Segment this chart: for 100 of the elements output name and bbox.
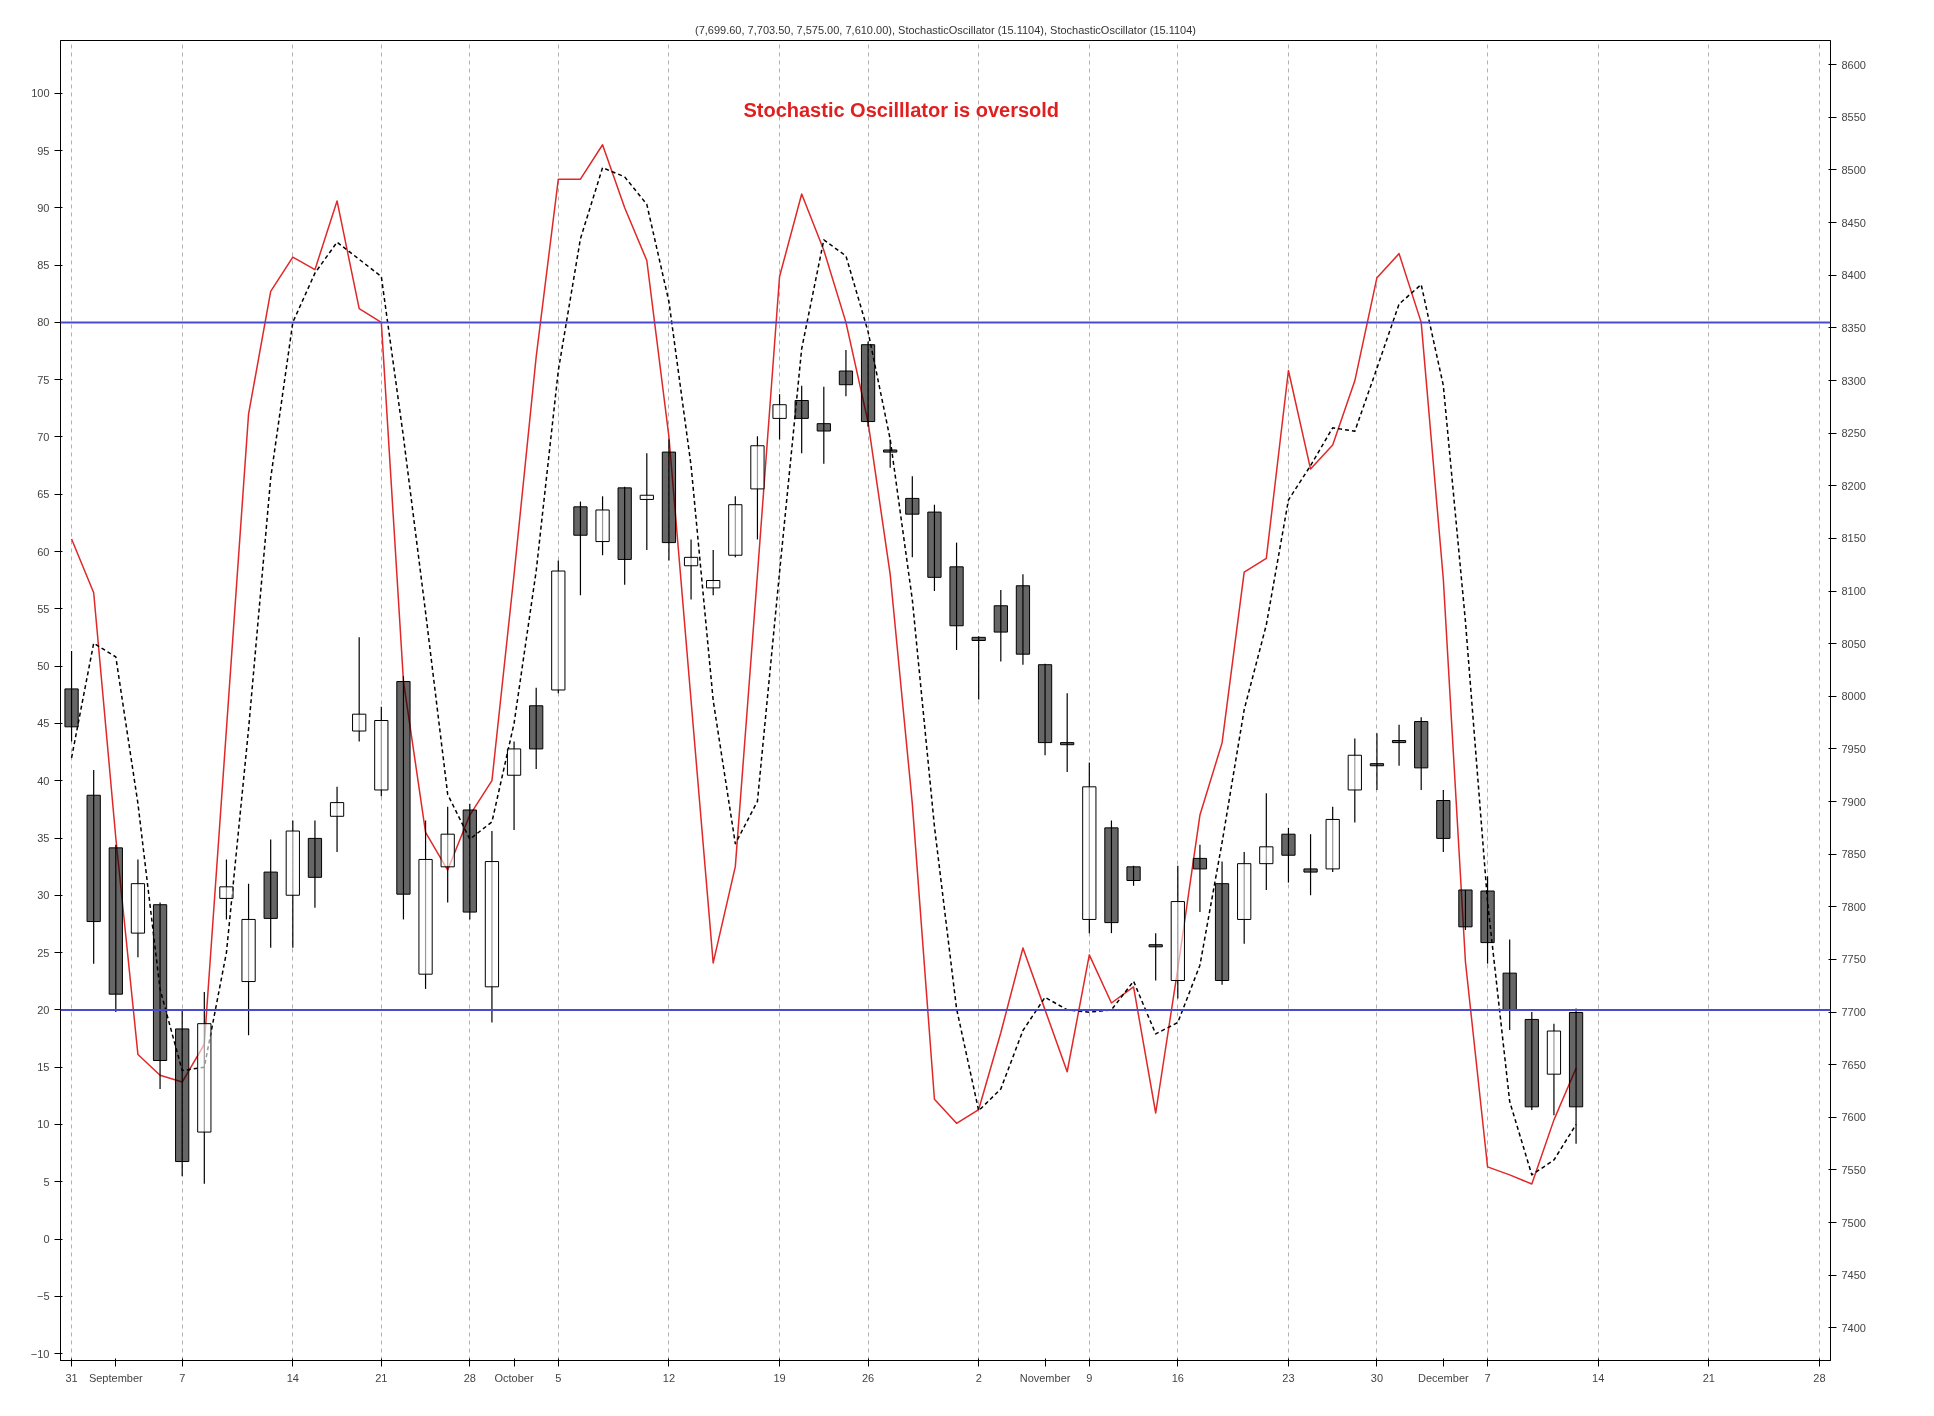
y-tick-label: 20 (37, 1003, 50, 1016)
candlestick (971, 635, 986, 701)
x-tick-label: 21 (1702, 1371, 1715, 1384)
candlestick (396, 675, 411, 921)
y-tick-label: 90 (37, 201, 50, 214)
y-tick-label: 65 (37, 488, 50, 501)
candlestick (772, 393, 787, 441)
candlestick (1126, 865, 1141, 887)
y-tick-label: 30 (37, 889, 50, 902)
candlestick (1281, 827, 1296, 884)
y-tick-label: 100 (31, 87, 50, 100)
x-tick-label: 23 (1282, 1371, 1295, 1384)
candlestick (949, 542, 964, 651)
y-tick-label: −5 (36, 1290, 50, 1303)
candlestick (639, 452, 654, 551)
chart-title: (7,699.60, 7,703.50, 7,575.00, 7,610.00), StochasticOscillator (15.1104), StochasticOscillator (15.1104) (695, 23, 1196, 36)
candlestick (927, 504, 942, 592)
y-tick-label: 25 (37, 946, 50, 959)
candlestick (816, 386, 831, 465)
candlestick (418, 819, 433, 990)
y-tick-label: −10 (30, 1347, 50, 1360)
x-tick-label: December (1417, 1371, 1470, 1384)
y2-tick-label: 7650 (1841, 1058, 1866, 1071)
x-tick-label: 26 (861, 1371, 875, 1384)
y2-tick-label: 8400 (1841, 269, 1866, 282)
candlestick (462, 803, 477, 921)
candlestick (1458, 889, 1473, 931)
candlestick (993, 589, 1008, 663)
candlestick (329, 786, 345, 853)
x-tick-label: 7 (179, 1371, 186, 1384)
candlestick (883, 438, 898, 469)
y2-tick-label: 8600 (1841, 58, 1866, 71)
candlestick (905, 475, 920, 558)
x-tick-label: 5 (555, 1371, 562, 1384)
y2-tick-label: 8250 (1841, 427, 1866, 440)
candlestick (241, 883, 256, 1036)
x-tick-label: 31 (65, 1371, 78, 1384)
y2-tick-label: 7400 (1841, 1321, 1866, 1334)
candlestick (838, 349, 854, 397)
x-tick-label: 28 (463, 1371, 476, 1384)
y-tick-label: 5 (43, 1175, 50, 1188)
candlestick (285, 819, 300, 949)
y-tick-label: 40 (37, 774, 50, 787)
candlestick (1347, 737, 1362, 824)
candlestick (1325, 806, 1340, 873)
candlestick (1104, 819, 1119, 934)
y-tick-label: 75 (37, 373, 50, 386)
candlestick (1060, 692, 1075, 773)
candlestick (108, 844, 123, 1013)
y-tick-label: 35 (37, 832, 50, 844)
candlestick (1391, 724, 1407, 767)
y2-tick-label: 8550 (1841, 111, 1866, 124)
candlestick (352, 636, 367, 743)
y2-tick-label: 7600 (1841, 1111, 1866, 1124)
candlestick (1237, 851, 1252, 945)
y2-tick-label: 7850 (1841, 848, 1866, 861)
candlestick (219, 858, 234, 921)
y-tick-label: 45 (37, 717, 50, 730)
x-tick-label: October (494, 1371, 534, 1384)
candlestick (1037, 663, 1053, 756)
candlestick (1192, 844, 1208, 913)
x-tick-label: 2 (975, 1371, 982, 1384)
y2-tick-label: 7700 (1841, 1006, 1866, 1019)
candlestick (1170, 865, 1185, 999)
y2-tick-label: 8500 (1841, 163, 1866, 176)
candlestick (506, 740, 522, 831)
y-tick-label: 80 (37, 316, 50, 329)
y-tick-label: 10 (37, 1118, 50, 1131)
y-tick-label: 0 (43, 1233, 50, 1246)
candlestick (683, 538, 699, 601)
x-tick-label: 19 (773, 1371, 786, 1384)
candlestick (595, 495, 610, 556)
y2-tick-label: 7950 (1841, 742, 1866, 755)
candlestick (1502, 938, 1517, 1031)
x-tick-label: 30 (1370, 1371, 1384, 1384)
candlestick (860, 340, 876, 428)
x-tick-label: 12 (662, 1371, 676, 1384)
candlestick (728, 495, 743, 558)
y-tick-label: 85 (37, 259, 50, 272)
candlestick (1082, 762, 1097, 934)
y2-tick-label: 7500 (1841, 1216, 1866, 1229)
y2-tick-label: 7450 (1841, 1269, 1866, 1282)
candlestick (1148, 932, 1163, 982)
candlestick (307, 819, 323, 909)
candlestick (374, 706, 389, 797)
candlestick (1369, 732, 1385, 791)
y2-tick-label: 8450 (1841, 216, 1866, 229)
candlestick (152, 902, 168, 1090)
candlestick (1546, 1023, 1562, 1116)
y2-tick-label: 8100 (1841, 585, 1866, 598)
x-tick-label: 9 (1086, 1371, 1093, 1384)
candlestick (1480, 875, 1495, 965)
y2-tick-label: 8300 (1841, 374, 1866, 387)
y-tick-label: 60 (37, 545, 50, 558)
x-tick-label: September (88, 1371, 144, 1384)
candlestick (440, 806, 455, 904)
y2-tick-label: 8150 (1841, 532, 1866, 545)
candlestick (1414, 716, 1429, 791)
candlestick (573, 500, 588, 596)
x-tick-label: 14 (1592, 1371, 1605, 1384)
